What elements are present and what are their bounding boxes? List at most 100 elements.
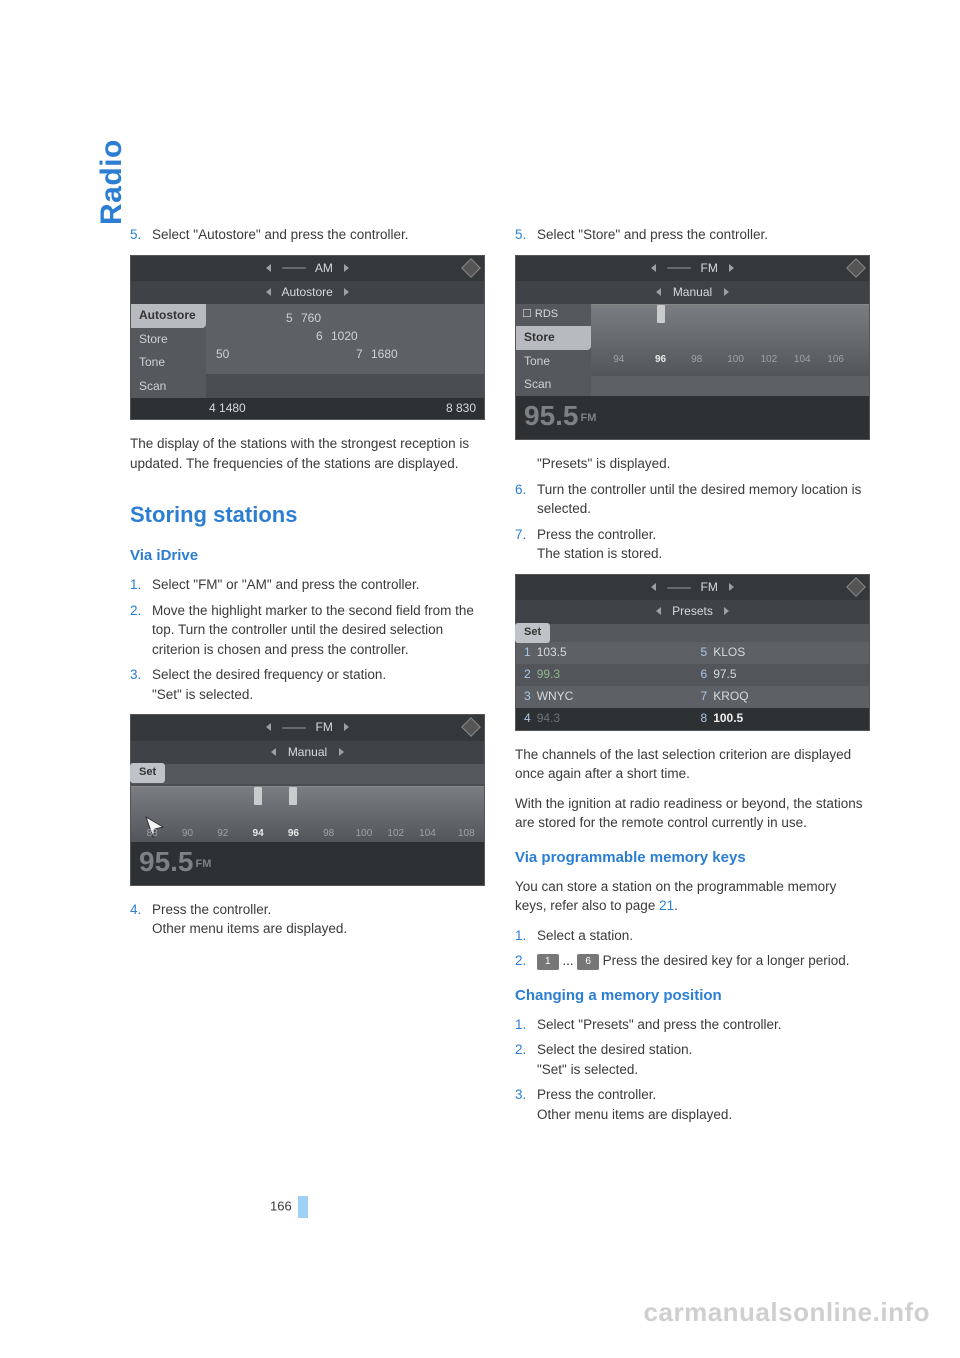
preset-cell: 7KROQ <box>693 688 870 705</box>
step-text: Move the highlight marker to the second … <box>152 601 485 660</box>
preset-cell: 1103.5 <box>516 644 693 661</box>
ss2-band: FM <box>316 720 333 734</box>
ss1-freq-5n: 5 <box>286 310 293 327</box>
heading-storing-stations: Storing stations <box>130 499 485 531</box>
step-number: 5. <box>130 225 152 245</box>
preset-cell: 8100.5 <box>693 710 870 727</box>
ss3-big-freq: 95.5FM <box>516 396 869 439</box>
left-step-5: 5. Select "Autostore" and press the cont… <box>130 225 485 245</box>
chevron-left-icon <box>651 583 656 591</box>
ss4-header: FM <box>516 575 869 600</box>
right-step-7: 7. Press the controller. The station is … <box>515 525 870 564</box>
step-number: 6. <box>515 480 537 519</box>
change-step-1: 1. Select "Presets" and press the contro… <box>515 1015 870 1035</box>
step-number: 2. <box>130 601 152 660</box>
ss2-set-pill: Set <box>130 763 165 783</box>
ss2-header: FM <box>131 715 484 740</box>
ss1-main: 5 760 6 1020 50 7 1680 <box>206 304 484 374</box>
corner-icon <box>461 718 481 738</box>
ss1-sidebar: Autostore Store Tone Scan <box>131 304 206 398</box>
ss1-bottom: 4 1480 8 830 <box>131 398 484 419</box>
idrive-step-3: 3. Select the desired frequency or stati… <box>130 665 485 704</box>
idrive-step-2: 2. Move the highlight marker to the seco… <box>130 601 485 660</box>
step-text-line1: Press the controller. <box>537 525 870 545</box>
page: Radio 5. Select "Autostore" and press th… <box>0 0 960 1358</box>
step-text: Select "Presets" and press the controlle… <box>537 1015 870 1035</box>
ss1-sub-label: Autostore <box>281 285 332 299</box>
corner-icon <box>846 577 866 597</box>
ss3-main: 949698100102104106 <box>591 304 869 396</box>
ss3-sub-label: Manual <box>673 285 712 299</box>
step-text: Select "Autostore" and press the control… <box>152 225 485 245</box>
ss1-body: Autostore Store Tone Scan 5 760 6 1020 5… <box>131 304 484 398</box>
right-para-a: The channels of the last selection crite… <box>515 745 870 784</box>
dots: ... <box>559 953 578 968</box>
ss3-rds-check: ☐ RDS <box>516 304 591 326</box>
step-number: 1. <box>515 926 537 946</box>
left-para-after-ss1: The display of the stations with the str… <box>130 434 485 473</box>
chevron-left-icon <box>266 288 271 296</box>
preset-cell: 299.3 <box>516 666 693 683</box>
step-text-line2: "Set" is selected. <box>537 1060 870 1080</box>
chevron-right-icon <box>724 288 729 296</box>
ss3-sidebar: ☐ RDS Store Tone Scan <box>516 304 591 396</box>
change-step-3: 3. Press the controller. Other menu item… <box>515 1085 870 1124</box>
ss4-subheader: Presets <box>516 600 869 623</box>
screenshot-autostore-am: AM Autostore Autostore Store Tone Scan <box>130 255 485 421</box>
preset-cell: 3WNYC <box>516 688 693 705</box>
memory-key-6-icon: 6 <box>577 954 599 971</box>
ss3-body: ☐ RDS Store Tone Scan 949698100102104106 <box>516 304 869 396</box>
step-text-line2: Other menu items are displayed. <box>537 1105 870 1125</box>
step-text: Select a station. <box>537 926 870 946</box>
step-text: Select "Store" and press the controller. <box>537 225 870 245</box>
step-text-line1: Press the controller. <box>537 1085 870 1105</box>
ss3-side-store: Store <box>516 326 591 349</box>
ss4-set-row: Set <box>516 624 869 642</box>
ss1-extra: 50 <box>216 346 229 363</box>
step-text: Select the desired station. "Set" is sel… <box>537 1040 870 1079</box>
step-text-line2: Other menu items are displayed. <box>152 919 485 939</box>
ss1-header: AM <box>131 256 484 281</box>
step-number: 2. <box>515 951 537 971</box>
chevron-right-icon <box>344 264 349 272</box>
screenshot-manual-fm-set: FM Manual Set 889092949698100102104108 <box>130 714 485 885</box>
step-number: 1. <box>130 575 152 595</box>
ss3-header: FM <box>516 256 869 281</box>
step-text: 1 ... 6 Press the desired key for a long… <box>537 951 870 971</box>
step-text: Press the controller. Other menu items a… <box>537 1085 870 1124</box>
preset-row: 299.3 697.5 <box>516 664 869 686</box>
ss1-side-autostore: Autostore <box>131 304 206 327</box>
chevron-right-icon <box>724 607 729 615</box>
memory-key-1-icon: 1 <box>537 954 559 971</box>
corner-icon <box>846 258 866 278</box>
page-link-21: 21 <box>659 898 674 913</box>
ss3-band: FM <box>701 261 718 275</box>
ss1-side-tone: Tone <box>131 351 206 374</box>
ss1-side-scan: Scan <box>131 375 206 398</box>
right-para-b: With the ignition at radio readiness or … <box>515 794 870 833</box>
idrive-step-4: 4. Press the controller. Other menu item… <box>130 900 485 939</box>
heading-pmk: Via programmable memory keys <box>515 847 870 869</box>
right-column: 5. Select "Store" and press the controll… <box>515 225 870 1130</box>
chevron-left-icon <box>651 264 656 272</box>
page-number-value: 166 <box>270 1198 292 1213</box>
chevron-right-icon <box>344 723 349 731</box>
ss1-freq-6n: 6 <box>316 328 323 345</box>
ss2-tab <box>282 727 306 729</box>
page-bar-icon <box>298 1196 308 1218</box>
preset-row: 1103.5 5KLOS <box>516 642 869 664</box>
ss2-dial: 889092949698100102104108 <box>131 786 484 842</box>
pmk2-text: Press the desired key for a longer perio… <box>599 953 850 968</box>
ss1-freq-6: 1020 <box>331 328 358 345</box>
ss1-subheader: Autostore <box>131 281 484 304</box>
corner-icon <box>461 258 481 278</box>
screenshot-presets-fm: FM Presets Set 1103.5 5KLOS <box>515 574 870 731</box>
ss4-tab <box>667 587 691 589</box>
step-text-line1: Select the desired station. <box>537 1040 870 1060</box>
step-number: 3. <box>130 665 152 704</box>
idrive-step-1: 1. Select "FM" or "AM" and press the con… <box>130 575 485 595</box>
preset-cell: 494.3 <box>516 710 693 727</box>
ss2-big-suffix: FM <box>196 858 212 870</box>
preset-row: 494.3 8100.5 <box>516 708 869 730</box>
ss1-tab <box>282 267 306 269</box>
